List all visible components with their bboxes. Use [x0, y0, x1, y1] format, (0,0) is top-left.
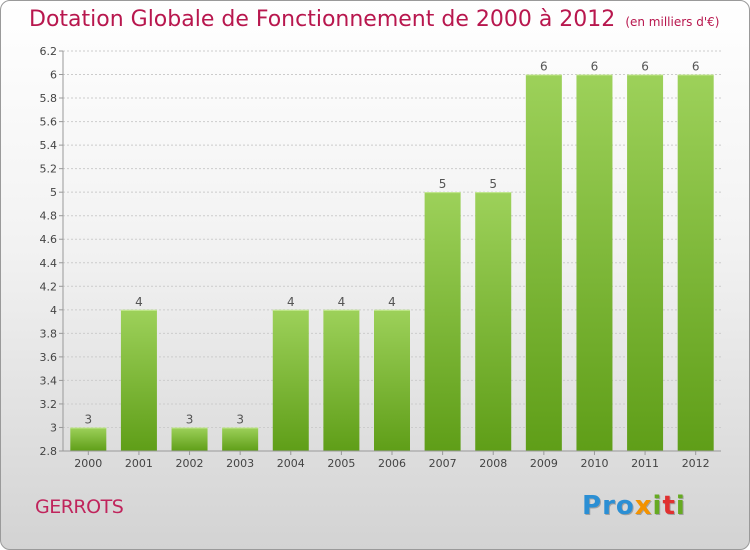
y-tick-label: 5 — [50, 186, 57, 199]
label-layer: 3 4 3 3 4 4 4 5 5 6 6 6 6 — [84, 60, 699, 427]
x-tick-label: 2007 — [429, 457, 457, 470]
place-name: GERROTS — [35, 496, 124, 518]
bar — [374, 309, 410, 451]
x-tick-label: 2006 — [378, 457, 406, 470]
logo-letter: i — [675, 491, 686, 521]
bar — [70, 427, 107, 451]
bar — [424, 192, 461, 452]
x-tick-label: 2010 — [580, 457, 608, 470]
x-tick-label: 2008 — [479, 457, 507, 470]
bar-value-label: 5 — [489, 177, 497, 191]
y-tick-label: 5.4 — [40, 139, 58, 152]
bar-value-label: 6 — [540, 60, 548, 74]
bar — [475, 192, 512, 452]
bar — [222, 427, 259, 451]
logo-letter: r — [602, 491, 616, 521]
bar-value-label: 5 — [439, 177, 447, 191]
y-tick-label: 3 — [50, 421, 57, 434]
bar-value-label: 4 — [338, 295, 346, 309]
y-tick-label: 3.8 — [40, 327, 58, 340]
x-tick-label: 2000 — [74, 457, 102, 470]
y-tick-label: 6.2 — [40, 45, 58, 58]
bar-value-label: 4 — [135, 295, 143, 309]
y-tick-label: 3.4 — [40, 374, 58, 387]
y-tick-label: 2.8 — [40, 445, 58, 458]
y-tick-label: 6 — [50, 69, 57, 82]
chart-subtitle: (en milliers d'€) — [625, 15, 720, 29]
bar — [576, 74, 613, 451]
logo-letter: o — [615, 491, 635, 521]
y-tick-label: 4 — [50, 304, 57, 317]
y-tick-label: 5.8 — [40, 92, 58, 105]
chart-title: Dotation Globale de Fonctionnement de 20… — [29, 7, 719, 32]
bar — [627, 74, 664, 451]
x-tick-label: 2012 — [682, 457, 710, 470]
proxiti-logo: Proxiti — [582, 491, 686, 521]
bar-value-label: 6 — [641, 60, 649, 74]
y-tick-label: 4.6 — [40, 233, 58, 246]
bar — [272, 309, 309, 451]
bar-value-label: 6 — [591, 60, 599, 74]
bar — [525, 74, 562, 451]
bar — [677, 74, 714, 451]
x-tick-label: 2003 — [226, 457, 254, 470]
y-tick-label: 4.2 — [40, 280, 58, 293]
axis-layer: 2.8 3 3.2 3.4 3.6 3.8 4 4.2 4.4 4.6 4.8 5 5.2 5.4 5.6 5… — [40, 45, 721, 470]
bar-value-label: 4 — [287, 295, 295, 309]
bar — [120, 309, 157, 451]
y-tick-label: 5.2 — [40, 163, 58, 176]
y-tick-label: 4.4 — [40, 257, 58, 270]
bar — [323, 309, 360, 451]
y-tick-label: 3.6 — [40, 351, 58, 364]
logo-letter: P — [582, 491, 603, 521]
x-tick-label: 2002 — [176, 457, 204, 470]
x-tick-label: 2009 — [530, 457, 558, 470]
x-tick-label: 2001 — [125, 457, 153, 470]
logo-letter: t — [662, 491, 676, 521]
x-tick-label: 2011 — [631, 457, 659, 470]
bar-layer — [70, 74, 714, 452]
logo-letter: x — [634, 491, 653, 521]
bar — [171, 427, 208, 451]
y-tick-label: 3.2 — [40, 398, 58, 411]
bar-value-label: 3 — [186, 412, 194, 426]
bar-value-label: 3 — [84, 412, 92, 426]
bar-value-label: 3 — [236, 412, 244, 426]
y-tick-label: 4.8 — [40, 210, 58, 223]
bar-value-label: 4 — [388, 295, 396, 309]
chart-title-text: Dotation Globale de Fonctionnement de 20… — [29, 7, 616, 32]
x-tick-label: 2004 — [277, 457, 305, 470]
bar-value-label: 6 — [692, 60, 700, 74]
y-tick-label: 5.6 — [40, 116, 58, 129]
x-tick-label: 2005 — [327, 457, 355, 470]
logo-letter: i — [652, 491, 663, 521]
